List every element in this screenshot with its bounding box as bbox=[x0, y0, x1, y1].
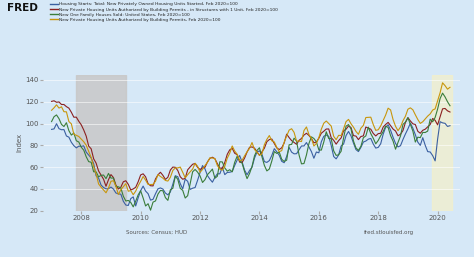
Y-axis label: Index: Index bbox=[16, 133, 22, 152]
Bar bbox=[76, 75, 126, 211]
Text: fred.stlouisfed.org: fred.stlouisfed.org bbox=[364, 230, 414, 235]
Legend: Housing Starts: Total: New Privately Owned Housing Units Started, Feb 2020=100, : Housing Starts: Total: New Privately Own… bbox=[50, 2, 278, 22]
Bar bbox=[432, 75, 452, 211]
Text: FRED: FRED bbox=[7, 3, 38, 13]
Text: Sources: Census; HUD: Sources: Census; HUD bbox=[126, 230, 187, 235]
